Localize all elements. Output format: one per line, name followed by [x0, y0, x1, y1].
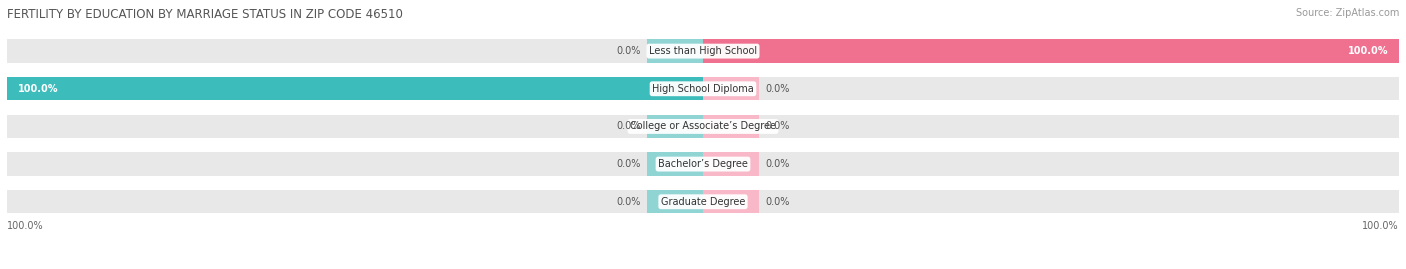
Text: High School Diploma: High School Diploma	[652, 84, 754, 94]
Bar	[703, 115, 759, 138]
Bar	[7, 190, 1399, 213]
Text: 0.0%: 0.0%	[766, 84, 790, 94]
Text: College or Associate’s Degree: College or Associate’s Degree	[630, 121, 776, 132]
Bar	[7, 77, 1399, 100]
Text: 100.0%: 100.0%	[1348, 46, 1389, 56]
Text: Source: ZipAtlas.com: Source: ZipAtlas.com	[1295, 8, 1399, 18]
Bar	[703, 190, 759, 213]
Bar	[647, 115, 703, 138]
Text: 100.0%: 100.0%	[7, 221, 44, 231]
Bar	[703, 40, 1399, 63]
Text: 0.0%: 0.0%	[616, 121, 640, 132]
Bar	[703, 153, 759, 176]
Bar	[7, 115, 1399, 138]
Text: Graduate Degree: Graduate Degree	[661, 197, 745, 207]
Text: 100.0%: 100.0%	[1362, 221, 1399, 231]
Text: 0.0%: 0.0%	[616, 46, 640, 56]
Bar	[647, 40, 703, 63]
Text: 0.0%: 0.0%	[766, 197, 790, 207]
Text: 0.0%: 0.0%	[616, 197, 640, 207]
Bar	[647, 153, 703, 176]
Text: 0.0%: 0.0%	[766, 121, 790, 132]
Bar	[703, 77, 759, 100]
Text: Bachelor’s Degree: Bachelor’s Degree	[658, 159, 748, 169]
Text: 0.0%: 0.0%	[766, 159, 790, 169]
Bar	[647, 190, 703, 213]
Bar	[7, 40, 1399, 63]
Bar	[7, 153, 1399, 176]
Bar	[7, 77, 703, 100]
Text: Less than High School: Less than High School	[650, 46, 756, 56]
Text: 100.0%: 100.0%	[17, 84, 58, 94]
Text: 0.0%: 0.0%	[616, 159, 640, 169]
Text: FERTILITY BY EDUCATION BY MARRIAGE STATUS IN ZIP CODE 46510: FERTILITY BY EDUCATION BY MARRIAGE STATU…	[7, 8, 404, 21]
